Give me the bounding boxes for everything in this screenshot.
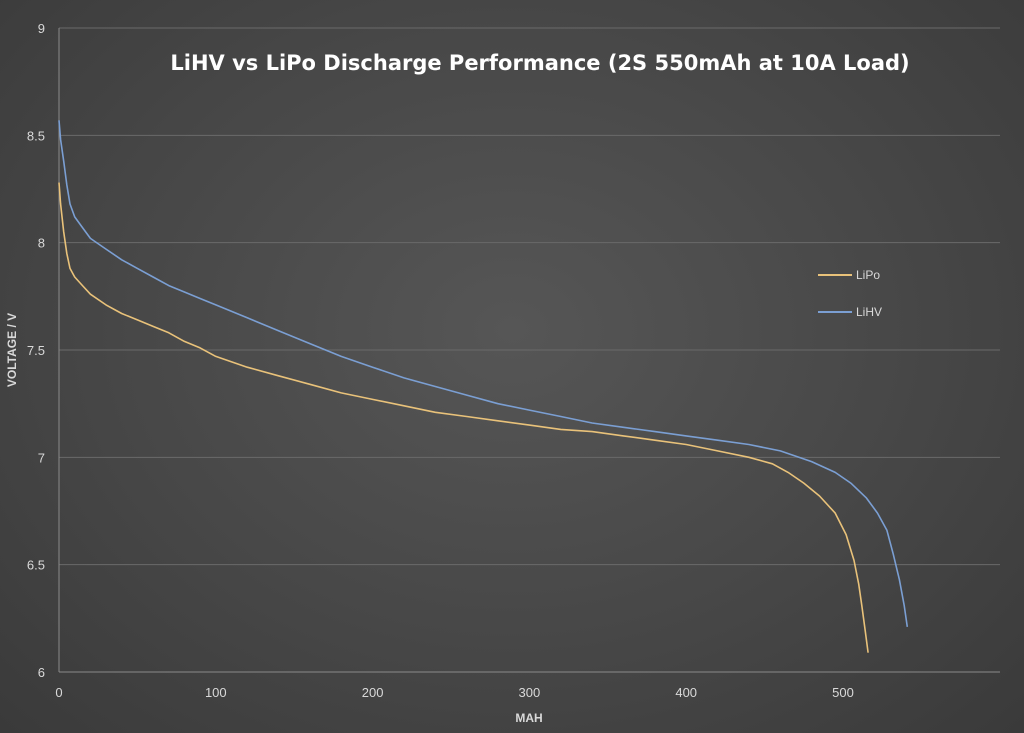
chart-title: LiHV vs LiPo Discharge Performance (2S 5… — [170, 51, 909, 75]
y-tick-label: 7 — [38, 450, 45, 465]
x-tick-label: 0 — [55, 685, 62, 700]
x-tick-label: 300 — [519, 685, 541, 700]
y-tick-label: 9 — [38, 21, 45, 36]
legend: LiPo LiHV — [818, 268, 882, 319]
x-tick-labels: 0 100 200 300 400 500 — [55, 685, 853, 700]
x-tick-label: 400 — [675, 685, 697, 700]
legend-label-lipo: LiPo — [856, 268, 880, 282]
x-tick-label: 500 — [832, 685, 854, 700]
x-axis-label: MAH — [515, 711, 542, 725]
y-tick-label: 8 — [38, 236, 45, 251]
grid-layer — [59, 27, 1000, 566]
y-tick-label: 8.5 — [27, 128, 45, 143]
y-tick-labels: 6 6.5 7 7.5 8 8.5 9 — [27, 21, 45, 680]
y-tick-label: 6.5 — [27, 558, 45, 573]
y-tick-label: 6 — [38, 665, 45, 680]
series-line-lihv — [58, 120, 909, 628]
y-tick-label: 7.5 — [27, 343, 45, 358]
y-axis-label: VOLTAGE / V — [5, 313, 19, 387]
series-layer — [58, 120, 909, 653]
legend-label-lihv: LiHV — [856, 305, 882, 319]
series-line-lipo — [58, 182, 869, 653]
x-tick-label: 200 — [362, 685, 384, 700]
x-tick-label: 100 — [205, 685, 227, 700]
